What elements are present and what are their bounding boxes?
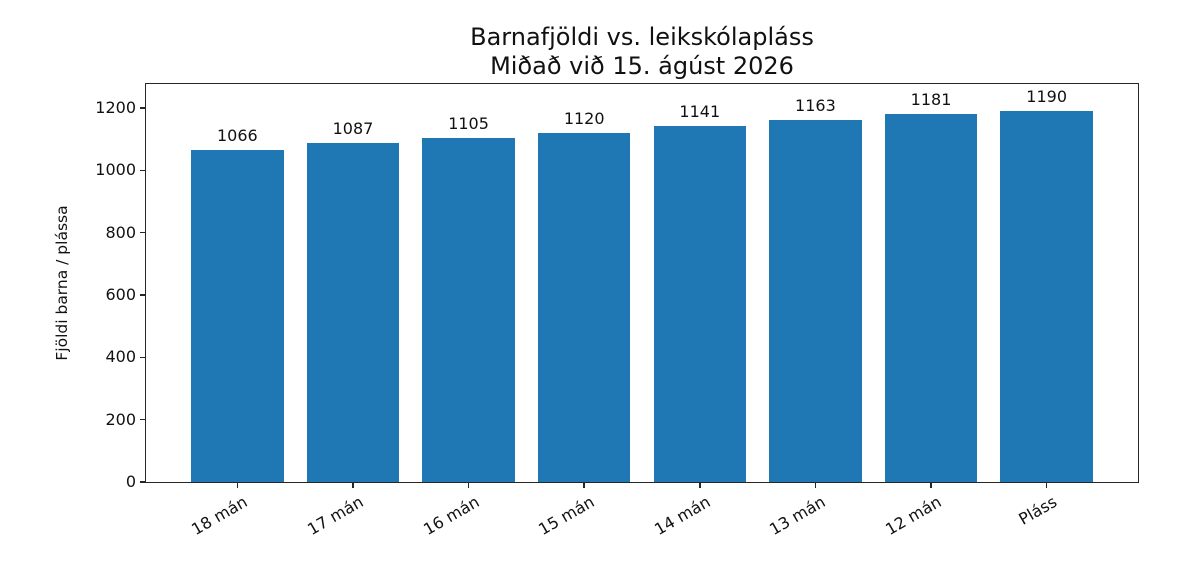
y-tick-mark: [140, 418, 146, 421]
bar-value-label: 1120: [563, 108, 605, 128]
y-tick-label: 0: [125, 472, 136, 491]
bar: [1000, 111, 1093, 482]
x-tick-mark: [699, 482, 701, 488]
y-tick-mark: [140, 107, 146, 109]
x-tick-label: 17 mán: [304, 492, 367, 539]
y-tick-mark: [140, 294, 146, 296]
bar-value-label: 1105: [448, 113, 489, 133]
x-tick-mark: [930, 482, 932, 488]
chart-title: Barnafjöldi vs. leikskólapláss Miðað við…: [470, 23, 814, 81]
bar: [769, 119, 862, 482]
x-tick-mark: [583, 482, 585, 488]
y-tick-label: 1000: [95, 160, 136, 180]
x-tick-label: 13 mán: [766, 492, 829, 539]
x-tick-label: 15 mán: [535, 492, 598, 539]
bar: [422, 137, 515, 482]
y-tick-mark: [140, 169, 146, 172]
y-tick-label: 800: [105, 222, 136, 242]
x-tick-label: 14 mán: [650, 492, 714, 539]
bar: [537, 132, 631, 482]
y-tick-label: 400: [105, 347, 136, 367]
bar-value-label: 1141: [679, 102, 721, 122]
bar-value-label: 1066: [216, 125, 258, 145]
x-tick-mark: [1045, 482, 1048, 488]
bar-value-label: 1163: [795, 95, 836, 115]
y-tick-mark: [140, 356, 146, 359]
plot-frame: [145, 83, 1139, 483]
y-tick-label: 200: [105, 409, 136, 429]
x-tick-label: 16 mán: [419, 492, 483, 539]
bar: [306, 143, 400, 482]
y-tick-mark: [140, 481, 146, 483]
x-tick-label: 12 mán: [882, 492, 945, 539]
x-tick-label: 18 mán: [188, 492, 251, 539]
y-tick-label: 1200: [95, 97, 136, 117]
chart-title-line1: Barnafjöldi vs. leikskólapláss: [470, 23, 814, 51]
y-tick-mark: [140, 231, 146, 234]
bar: [653, 126, 747, 482]
bar: [191, 149, 284, 482]
x-tick-mark: [352, 482, 354, 488]
x-tick-label: Pláss: [1015, 492, 1061, 529]
bar-value-label: 1087: [332, 119, 374, 139]
bar-value-label: 1181: [910, 89, 952, 109]
x-tick-mark: [467, 482, 470, 488]
y-tick-label: 600: [105, 284, 136, 304]
bar-value-label: 1190: [1026, 87, 1067, 107]
chart-title-line2: Miðað við 15. ágúst 2026: [490, 52, 794, 80]
x-tick-mark: [236, 482, 239, 488]
x-tick-mark: [814, 482, 817, 488]
bar: [884, 113, 978, 482]
